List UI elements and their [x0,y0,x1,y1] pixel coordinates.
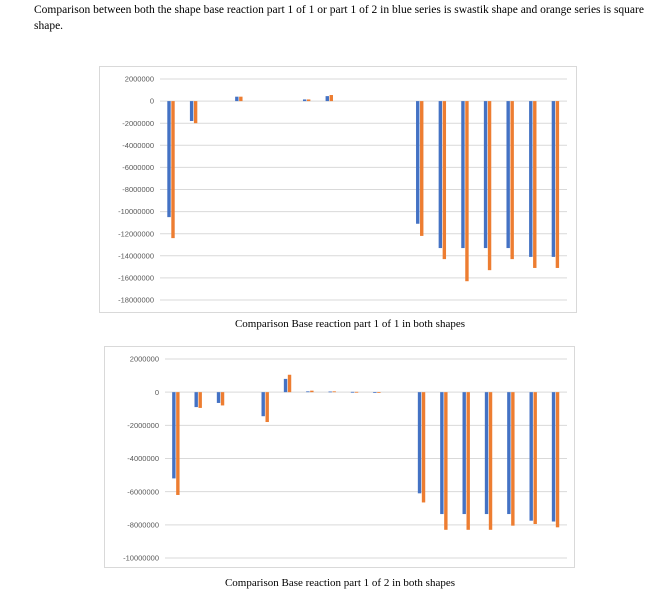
y-tick-label: -2000000 [127,421,159,430]
bar-swastik-shape [417,392,422,494]
bar-square-shape [193,101,198,124]
bar-square-shape [533,101,537,268]
bar-swastik-shape [551,392,556,522]
bar-square-shape [555,392,560,528]
bar-swastik-shape [529,392,533,521]
y-tick-label: -2000000 [122,119,154,128]
bar-square-shape [310,390,314,393]
bar-swastik-shape [216,392,221,403]
bar-swastik-shape [461,101,465,249]
bar-swastik-shape [302,99,307,102]
y-tick-label: -4000000 [127,454,159,463]
chart-base-reaction-part-1-of-2: 2000000 0 -2000000 -4000000 -6000000 -8000000… [104,346,575,568]
bar-swastik-shape [350,391,355,393]
bar-swastik-shape [506,101,510,249]
y-tick-label: -6000000 [127,487,159,496]
bar-square-shape [220,392,225,406]
bar-square-shape [466,392,470,530]
bar-swastik-shape [325,96,329,102]
bar-swastik-shape [261,392,265,417]
y-tick-label: -10000000 [123,554,159,563]
bar-swastik-shape [172,392,176,479]
bar-swastik-shape [167,101,171,218]
bar-swastik-shape [484,392,489,515]
bar-square-shape [533,392,537,525]
bar-swastik-shape [194,392,198,408]
bar-swastik-shape [529,101,533,257]
bar-swastik-shape [328,391,332,393]
bar-swastik-shape [416,101,420,224]
intro-text: Comparison between both the shape base r… [34,4,644,32]
y-tick-label: -6000000 [122,163,154,172]
bar-square-shape [420,101,424,236]
bar-square-shape [332,391,336,393]
bar-square-shape [487,101,492,271]
bar-square-shape [239,96,243,102]
bar-square-shape [171,101,175,239]
bar-swastik-shape [551,101,556,257]
bar-square-shape [287,374,292,393]
bar-square-shape [377,392,381,393]
bar-square-shape [555,101,560,268]
bar-swastik-shape [440,392,444,515]
y-tick-label: -8000000 [127,520,159,529]
bar-square-shape [442,101,447,260]
chart-2-svg: 2000000 0 -2000000 -4000000 -6000000 -8000000… [123,355,567,563]
bar-square-shape [421,392,426,503]
y-tick-label: -8000000 [122,185,154,194]
bar-swastik-shape [462,392,466,515]
chart-1-caption: Comparison Base reaction part 1 of 1 in … [234,318,466,330]
y-tick-label: -4000000 [122,141,154,150]
y-tick-label: -14000000 [118,251,154,260]
bar-square-shape [306,99,311,102]
y-tick-label: 0 [150,97,154,106]
bar-swastik-shape [438,101,443,249]
chart-2-caption: Comparison Base reaction part 1 of 2 in … [224,577,456,589]
y-tick-label: 2000000 [130,355,159,364]
bar-swastik-shape [189,101,194,121]
bar-swastik-shape [283,378,288,393]
y-tick-label: -16000000 [118,274,154,283]
bar-square-shape [444,392,448,530]
bar-square-shape [176,392,180,495]
bar-square-shape [354,391,359,393]
bar-swastik-shape [373,392,377,393]
y-tick-label: -12000000 [118,229,154,238]
y-tick-label: -18000000 [118,296,154,305]
bar-swastik-shape [306,391,310,393]
bar-swastik-shape [483,101,488,249]
bar-square-shape [511,392,515,526]
bar-square-shape [510,101,514,260]
bar-square-shape [265,392,269,423]
bar-swastik-shape [507,392,511,515]
chart-1-svg: 2000000 0 -2000000 -4000000 -6000000 -8000000… [118,75,567,305]
y-tick-label: -10000000 [118,207,154,216]
chart-base-reaction-part-1-of-1: 2000000 0 -2000000 -4000000 -6000000 -8000000… [99,66,577,313]
bar-square-shape [329,95,333,102]
y-tick-label: 0 [155,388,159,397]
y-tick-label: 2000000 [125,75,154,84]
bar-square-shape [198,392,202,408]
bar-square-shape [465,101,469,282]
bar-square-shape [488,392,493,530]
bar-swastik-shape [235,96,239,102]
